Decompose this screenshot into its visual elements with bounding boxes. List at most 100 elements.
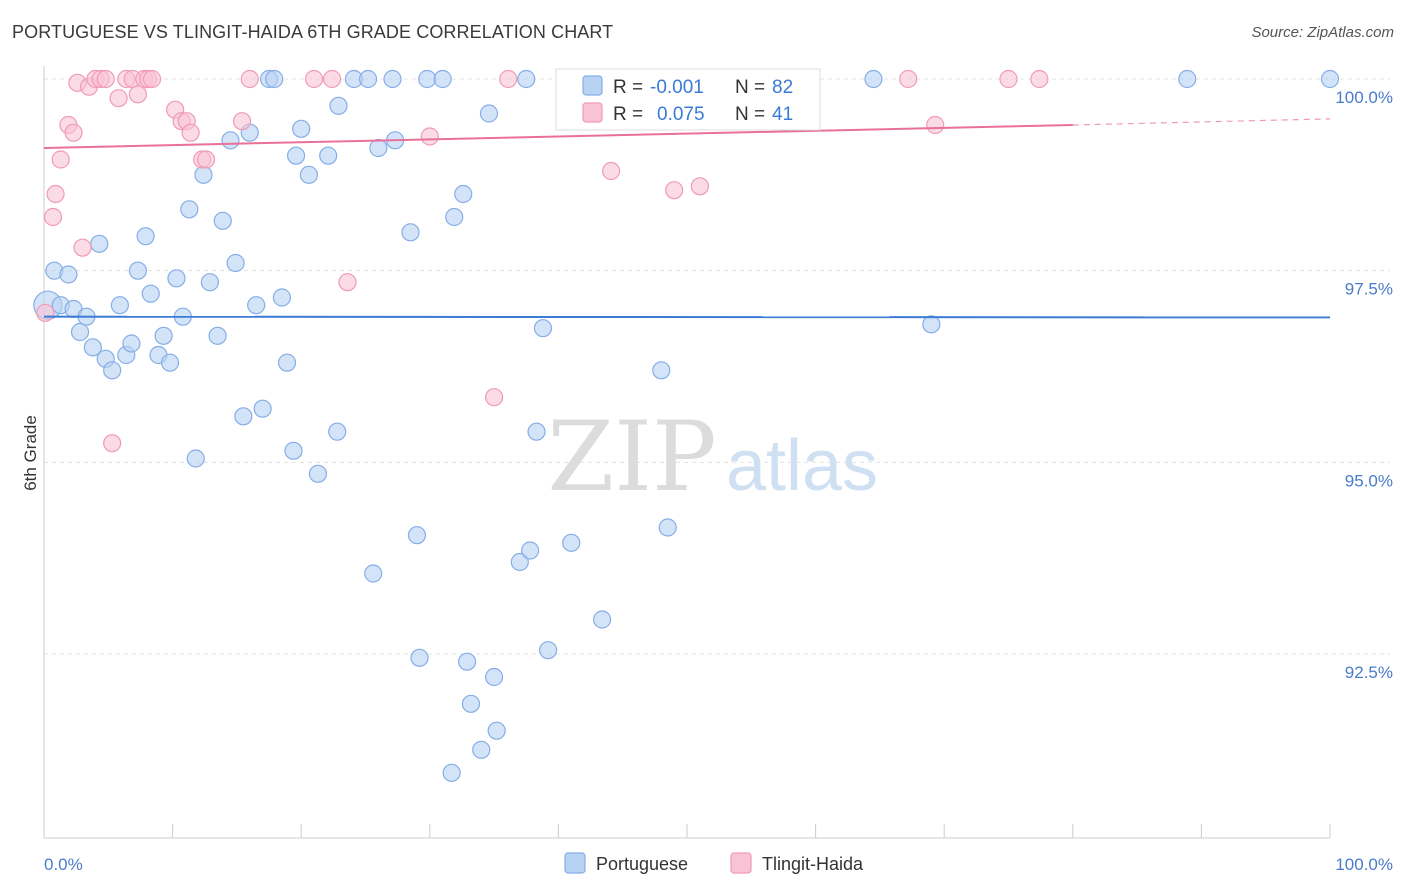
point-tlingit-haida [36, 303, 55, 322]
point-portuguese [533, 319, 553, 338]
legend-r-label-2: R = [613, 104, 643, 125]
point-portuguese [208, 326, 227, 345]
point-tlingit-haida [196, 150, 216, 169]
point-portuguese [539, 641, 558, 660]
point-portuguese [1178, 69, 1197, 89]
point-portuguese [364, 564, 383, 583]
gridlines [44, 78, 1390, 655]
legend-box: R = -0.001 N = 82 R = 0.075 N = 41 [555, 68, 821, 131]
point-portuguese [401, 223, 420, 242]
point-tlingit-haida [43, 207, 63, 227]
point-portuguese [180, 200, 199, 219]
point-portuguese [864, 69, 883, 89]
point-portuguese [234, 407, 253, 426]
point-portuguese [479, 104, 499, 123]
point-portuguese [128, 261, 147, 280]
point-tlingit-haida [499, 69, 518, 89]
point-portuguese [186, 449, 205, 468]
legend-n-value-1: 82 [772, 77, 793, 98]
y-tick-label: 97.5% [1345, 280, 1393, 299]
point-portuguese [358, 69, 378, 89]
point-tlingit-haida [304, 69, 324, 89]
point-tlingit-haida [128, 85, 147, 104]
point-portuguese [299, 165, 319, 184]
point-portuguese [485, 667, 504, 687]
point-portuguese [407, 526, 427, 545]
point-portuguese [487, 721, 506, 740]
legend-r-value-2: 0.075 [657, 104, 705, 125]
point-portuguese [510, 552, 529, 572]
bottom-legend: Portuguese Tlingit-Haida [564, 852, 864, 874]
point-portuguese [457, 652, 477, 671]
point-portuguese [652, 361, 671, 380]
point-portuguese [658, 518, 677, 537]
point-portuguese [265, 69, 284, 89]
point-portuguese [454, 184, 473, 204]
point-portuguese [329, 96, 348, 115]
legend-swatch-portuguese [582, 75, 603, 96]
y-tick-label: 92.5% [1345, 663, 1393, 682]
y-tick-label: 100.0% [1335, 88, 1393, 107]
point-portuguese [292, 119, 311, 138]
point-portuguese [383, 69, 402, 89]
point-portuguese [277, 353, 297, 372]
point-portuguese [472, 740, 491, 759]
trend-lines [43, 118, 1331, 319]
point-tlingit-haida [999, 69, 1018, 89]
point-portuguese [226, 253, 245, 273]
point-portuguese [194, 165, 213, 184]
point-tlingit-haida [485, 388, 504, 407]
trend-line-tlingit-haida-extension [1072, 118, 1331, 126]
point-portuguese [83, 338, 102, 357]
y-tick-labels: 100.0% 97.5% 95.0% 92.5% [1335, 88, 1393, 682]
point-tlingit-haida [665, 181, 684, 200]
point-portuguese [328, 422, 347, 441]
point-portuguese [433, 69, 452, 89]
trend-line-portuguese [43, 315, 1331, 319]
point-portuguese [445, 207, 464, 227]
point-portuguese [90, 234, 109, 253]
point-portuguese [521, 541, 540, 560]
point-portuguese [527, 422, 546, 441]
legend-r-label-1: R = [613, 77, 643, 98]
point-portuguese [284, 441, 303, 460]
point-tlingit-haida [103, 434, 122, 453]
point-tlingit-haida [602, 161, 621, 181]
point-portuguese [418, 69, 437, 89]
point-portuguese [213, 211, 232, 230]
point-tlingit-haida [142, 69, 162, 89]
point-portuguese [122, 334, 141, 353]
point-tlingit-haida [420, 127, 439, 146]
watermark-atlas: atlas [726, 426, 878, 506]
point-tlingit-haida [899, 69, 918, 89]
point-tlingit-haida [1030, 69, 1049, 89]
y-tick-label: 95.0% [1345, 471, 1393, 490]
watermark-zip: ZIP [547, 401, 716, 513]
watermark: ZIP atlas [547, 401, 878, 513]
point-tlingit-haida [338, 273, 357, 292]
point-tlingit-haida [46, 184, 65, 204]
point-portuguese [593, 610, 612, 629]
legend-r-value-1: -0.001 [650, 77, 704, 98]
point-tlingit-haida [109, 89, 128, 108]
legend-n-label-2: N = [735, 104, 765, 125]
legend-n-label-1: N = [735, 77, 765, 98]
point-portuguese [319, 146, 338, 165]
point-tlingit-haida [181, 123, 200, 142]
x-axis [43, 824, 1331, 839]
point-tlingit-haida [232, 112, 252, 131]
bottom-legend-swatch-tlingit-haida [730, 852, 752, 874]
point-portuguese [517, 69, 536, 89]
point-portuguese [136, 227, 155, 246]
point-portuguese [1320, 69, 1340, 89]
point-portuguese [103, 361, 122, 380]
chart-title: PORTUGUESE VS TLINGIT-HAIDA 6TH GRADE CO… [12, 22, 614, 42]
point-tlingit-haida [322, 69, 342, 89]
point-tlingit-haida [240, 69, 259, 89]
point-portuguese [410, 648, 429, 667]
point-portuguese [141, 284, 160, 303]
point-tlingit-haida [926, 115, 945, 135]
point-portuguese [247, 296, 266, 315]
point-tlingit-haida [73, 238, 92, 257]
